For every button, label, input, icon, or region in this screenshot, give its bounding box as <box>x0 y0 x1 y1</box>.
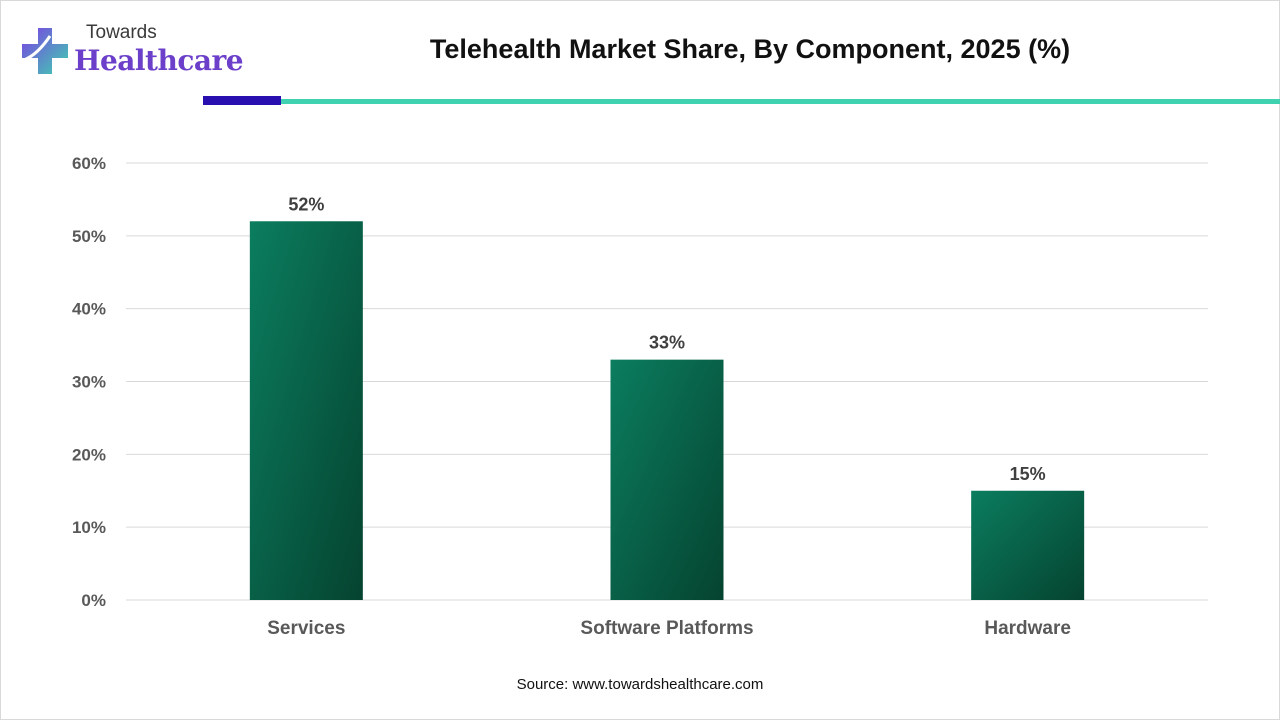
medical-cross-icon <box>22 28 68 74</box>
x-axis-ticks: Services Software Platforms Hardware <box>267 618 1071 639</box>
bar-services <box>249 221 363 600</box>
towards-healthcare-logo: Towards Healthcare <box>20 20 244 84</box>
y-tick-label: 0% <box>81 591 106 610</box>
title-underline-rule <box>281 99 1280 104</box>
y-tick-label: 50% <box>72 227 106 246</box>
logo-text-healthcare: Healthcare <box>74 44 244 77</box>
logo-text-towards: Towards <box>86 22 157 43</box>
x-tick-label: Software Platforms <box>580 618 753 639</box>
bar-software-platforms <box>610 359 724 600</box>
y-axis-ticks: 0% 10% 20% 30% 40% 50% 60% <box>72 154 106 610</box>
bars <box>249 221 1085 600</box>
data-labels: 52% 33% 15% <box>288 194 1045 483</box>
data-label: 15% <box>1010 464 1046 484</box>
y-tick-label: 20% <box>72 445 106 464</box>
source-note: Source: www.towardshealthcare.com <box>516 676 764 693</box>
y-tick-label: 10% <box>72 518 106 537</box>
y-tick-label: 30% <box>72 373 106 392</box>
x-tick-label: Hardware <box>984 618 1071 639</box>
bar-chart: 0%10%20%30%40%50%60% 52%33%15% Services S… <box>72 154 1208 639</box>
y-tick-label: 60% <box>72 154 106 173</box>
data-label: 52% <box>288 194 324 214</box>
data-label: 33% <box>649 333 685 353</box>
y-tick-label: 40% <box>72 300 106 319</box>
bar-hardware <box>971 490 1085 600</box>
chart-title: Telehealth Market Share, By Component, 2… <box>429 34 1071 64</box>
x-tick-label: Services <box>267 618 345 639</box>
title-underline-accent <box>203 96 281 105</box>
